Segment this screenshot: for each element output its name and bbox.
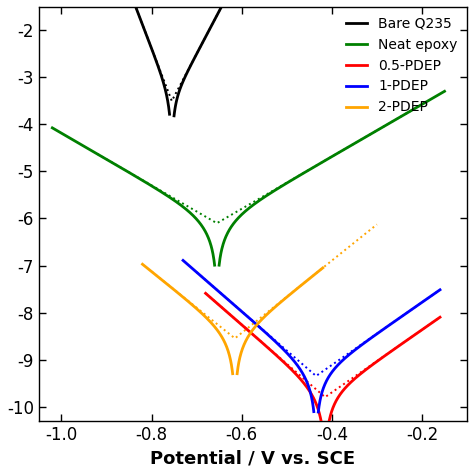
Legend: Bare Q235, Neat epoxy, 0.5-PDEP, 1-PDEP, 2-PDEP: Bare Q235, Neat epoxy, 0.5-PDEP, 1-PDEP,… [340, 11, 463, 120]
X-axis label: Potential / V vs. SCE: Potential / V vs. SCE [150, 449, 356, 467]
